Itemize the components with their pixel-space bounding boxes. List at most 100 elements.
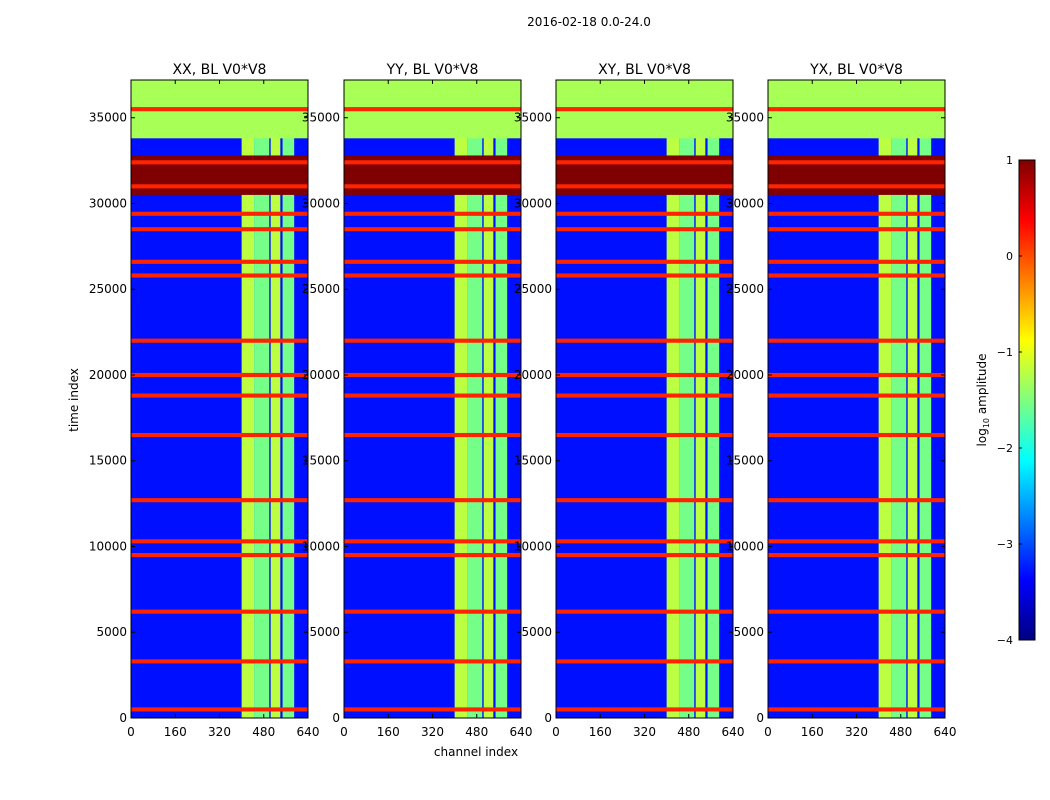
hot-row <box>556 659 733 664</box>
x-tick-label: 160 <box>164 725 187 739</box>
x-tick-label: 160 <box>589 725 612 739</box>
y-tick-label: 20000 <box>89 368 127 382</box>
hot-row <box>768 372 945 378</box>
x-tick-label: 160 <box>801 725 824 739</box>
hot-row <box>768 553 945 558</box>
hot-row <box>344 184 521 189</box>
y-tick-label: 35000 <box>726 111 764 125</box>
hot-row <box>131 273 308 278</box>
x-tick-label: 640 <box>297 725 320 739</box>
hot-row <box>768 273 945 278</box>
hot-row <box>131 609 308 614</box>
hot-row <box>344 273 521 278</box>
hot-row <box>556 372 733 378</box>
y-tick-label: 20000 <box>302 368 340 382</box>
hot-row <box>131 338 308 343</box>
y-tick-label: 10000 <box>514 539 552 553</box>
y-tick-label: 5000 <box>521 625 552 639</box>
y-tick-label: 25000 <box>89 282 127 296</box>
band-column <box>483 80 494 718</box>
band-column <box>495 80 508 718</box>
x-tick-label: 640 <box>510 725 533 739</box>
hot-row <box>556 707 733 712</box>
x-tick-label: 480 <box>252 725 275 739</box>
hot-row <box>768 432 945 438</box>
hot-row <box>768 393 945 398</box>
heatmap-panel-1: XX, BL V0*V8 0 160 320 480 640 0 5000 10000 15000… <box>89 62 320 739</box>
hot-row <box>344 259 521 264</box>
figure-suptitle: 2016-02-18 0.0-24.0 <box>527 15 651 29</box>
hot-row <box>556 227 733 232</box>
y-tick-label: 0 <box>332 711 340 725</box>
panel-title: YY, BL V0*V8 <box>386 62 479 78</box>
hot-row <box>131 107 308 112</box>
band-column <box>467 80 483 718</box>
y-tick-label: 5000 <box>733 625 764 639</box>
y-tick-label: 30000 <box>302 196 340 210</box>
x-tick-label: 480 <box>889 725 912 739</box>
colorbar-gradient <box>1018 159 1036 641</box>
colorbar-tick-label: 1 <box>1006 154 1013 167</box>
y-tick-label: 25000 <box>726 282 764 296</box>
band-column <box>695 80 706 718</box>
y-axis-label: time index <box>67 368 81 432</box>
hot-row <box>131 227 308 232</box>
y-tick-label: 10000 <box>726 539 764 553</box>
hot-row <box>344 707 521 712</box>
colorbar-tick-label: −1 <box>997 346 1013 359</box>
hot-row <box>556 393 733 398</box>
y-tick-label: 15000 <box>89 454 127 468</box>
y-tick-label: 20000 <box>514 368 552 382</box>
y-tick-label: 25000 <box>302 282 340 296</box>
hot-row <box>131 707 308 712</box>
y-tick-label: 30000 <box>89 196 127 210</box>
y-tick-label: 35000 <box>514 111 552 125</box>
hot-row <box>556 107 733 112</box>
band-column <box>666 80 680 718</box>
hot-row <box>556 432 733 438</box>
x-tick-label: 320 <box>845 725 868 739</box>
hot-row <box>344 553 521 558</box>
hot-row <box>131 372 308 378</box>
hot-row <box>131 553 308 558</box>
colorbar-tick-label: −3 <box>997 538 1013 551</box>
y-tick-label: 0 <box>756 711 764 725</box>
y-tick-label: 0 <box>119 711 127 725</box>
colorbar: −4 −3 −2 −1 0 1 log10 amplitude <box>975 154 1036 647</box>
hot-row <box>344 372 521 378</box>
hot-row <box>768 184 945 189</box>
y-tick-label: 30000 <box>514 196 552 210</box>
band-column <box>270 80 281 718</box>
x-tick-label: 0 <box>552 725 560 739</box>
hot-row <box>556 498 733 503</box>
band-column <box>454 80 468 718</box>
hot-row <box>768 539 945 544</box>
hot-row <box>344 107 521 112</box>
panel-title: YX, BL V0*V8 <box>809 62 903 78</box>
hot-row <box>344 338 521 343</box>
hot-row <box>768 107 945 112</box>
panel-title: XY, BL V0*V8 <box>598 62 691 78</box>
hot-row <box>768 227 945 232</box>
hot-row <box>768 338 945 343</box>
band-column <box>919 80 932 718</box>
y-tick-label: 35000 <box>89 111 127 125</box>
colorbar-tick-label: 0 <box>1006 250 1013 263</box>
band-column <box>241 80 255 718</box>
x-tick-label: 320 <box>208 725 231 739</box>
hot-row <box>344 160 521 165</box>
band-column <box>679 80 695 718</box>
hot-row <box>131 160 308 165</box>
heatmap-panel-4: YX, BL V0*V8 0 160 320 480 640 0 5000 10000 15000… <box>726 62 957 739</box>
hot-row <box>344 498 521 503</box>
hot-row <box>131 184 308 189</box>
y-tick-label: 15000 <box>514 454 552 468</box>
band-column <box>254 80 270 718</box>
band-column <box>891 80 907 718</box>
panel-title: XX, BL V0*V8 <box>173 62 267 78</box>
hot-row <box>768 211 945 216</box>
hot-row <box>768 707 945 712</box>
hot-row <box>556 160 733 165</box>
hot-row <box>768 498 945 503</box>
hot-row <box>344 609 521 614</box>
